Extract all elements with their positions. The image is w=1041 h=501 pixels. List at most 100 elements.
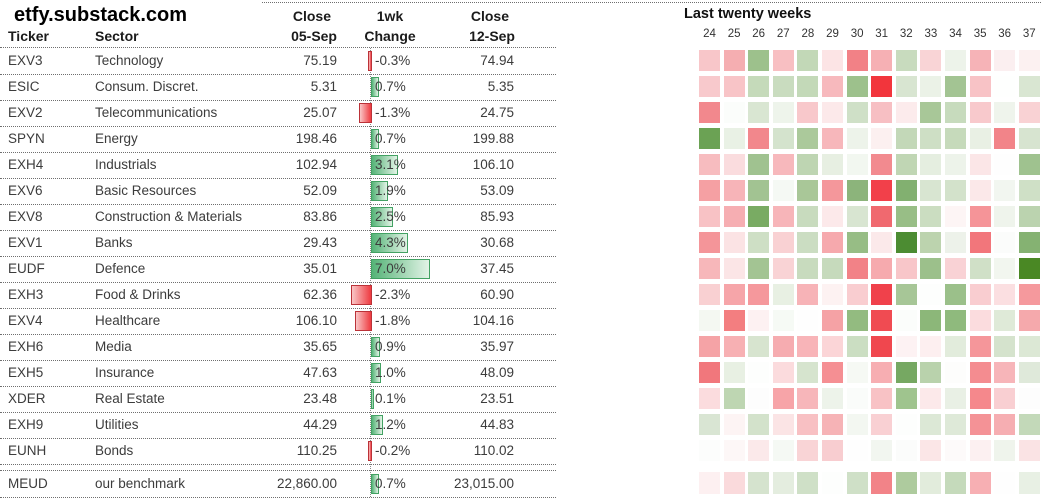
heatmap-cell [748,232,770,253]
close-05sep-cell: 44.29 [303,417,337,432]
heatmap-cell [699,180,720,201]
heatmap-cell [969,310,991,331]
heatmap-cell [723,180,745,201]
change-label: 1.2% [375,417,406,432]
heatmap-cell [1018,258,1040,279]
heatmap-cell [772,206,794,227]
table-row: EXH9 Utilities 44.29 1.2% 44.83 [0,412,556,439]
heatmap-cell [1018,128,1040,149]
sector-cell: Healthcare [95,313,161,328]
change-label: 3.1% [375,157,406,172]
heatmap-cell [895,414,917,435]
heatmap-cell [895,310,917,331]
heatmap-cell [895,50,917,71]
ticker-cell: EUDF [8,261,45,276]
close-12sep-cell: 48.09 [480,365,514,380]
heatmap-cell [699,336,720,357]
heatmap-cell [822,50,843,71]
heatmap-cell [1018,472,1040,494]
heatmap-cell [969,232,991,253]
close-05sep-cell: 198.46 [295,131,337,146]
ticker-cell: MEUD [8,476,48,491]
heatmap-cell [871,154,893,175]
heatmap-cell [846,362,868,383]
close-12sep-cell: 110.02 [473,443,514,458]
header-divider [0,47,556,48]
week-label: 26 [752,28,766,40]
heatmap-cell [797,206,819,227]
heatmap-cell [969,258,991,279]
heatmap-cell [945,472,966,494]
heatmap-cell [1018,310,1040,331]
heatmap-cell [748,128,770,149]
change-label: 0.9% [375,339,406,354]
benchmark-separator [0,470,556,471]
heatmap-cell [994,440,1016,461]
heatmap-cell [797,284,819,305]
heatmap-cell [871,310,893,331]
table-row: SPYN Energy 198.46 0.7% 199.88 [0,126,556,153]
close-12sep-cell: 74.94 [480,53,514,68]
heatmap-cell [920,76,942,97]
table-row: EXV2 Telecommunications 25.07 -1.3% 24.75 [0,100,556,127]
ticker-cell: EXV6 [8,183,43,198]
sector-cell: Telecommunications [95,105,218,120]
top-divider [262,2,1041,3]
heatmap-cell [723,310,745,331]
heatmap-cell [723,154,745,175]
ticker-cell: EXV8 [8,209,43,224]
change-bar [371,259,430,279]
heatmap-cell [969,362,991,383]
heatmap-cell [723,102,745,123]
change-bar [371,415,383,435]
change-bar [367,51,372,71]
heatmap-cell [748,388,770,409]
heatmap-cell [1018,76,1040,97]
change-label: -1.8% [375,313,411,328]
heatmap-cell [699,102,720,123]
ticker-cell: EUNH [8,443,47,458]
table-row: EXV6 Basic Resources 52.09 1.9% 53.09 [0,178,556,205]
heatmap-cell [895,284,917,305]
change-bar [371,363,382,383]
heatmap-cell [994,154,1016,175]
heatmap-cell [920,388,942,409]
change-label: 7.0% [375,261,406,276]
heatmap-cell [895,232,917,253]
ticker-cell: EXV2 [8,105,43,120]
heatmap-cell [969,206,991,227]
heatmap-cell [797,76,819,97]
heatmap-cell [797,472,819,494]
heatmap-cell [822,440,843,461]
heatmap-cell [699,414,720,435]
heatmap-cell [871,102,893,123]
heatmap-cell [994,362,1016,383]
heatmap-cell [846,388,868,409]
heatmap-cell [945,206,966,227]
heatmap-cell [871,284,893,305]
close-12sep-cell: 23,015.00 [453,476,514,491]
close-05sep-cell: 23.48 [303,391,337,406]
heatmap-cell [748,336,770,357]
heatmap-cell [895,336,917,357]
sector-cell: Construction & Materials [95,209,243,224]
heatmap-cell [871,232,893,253]
heatmap-cell [871,206,893,227]
ticker-cell: ESIC [8,79,40,94]
heatmap-cell [920,362,942,383]
heatmap-cell [871,472,893,494]
change-bar [371,207,394,227]
heatmap-cell [871,388,893,409]
heatmap-cell [920,440,942,461]
change-bar [351,285,372,305]
close-12sep-cell: 199.88 [472,131,514,146]
col-header-close-12sep-line2: 12-Sep [469,28,515,44]
heatmap-cell [920,128,942,149]
heatmap-cell [920,284,942,305]
close-12sep-cell: 24.75 [480,105,514,120]
change-label: 0.1% [375,391,406,406]
close-05sep-cell: 52.09 [303,183,337,198]
ticker-cell: EXV4 [8,313,43,328]
week-label: 32 [899,28,913,40]
heatmap-cell [871,414,893,435]
